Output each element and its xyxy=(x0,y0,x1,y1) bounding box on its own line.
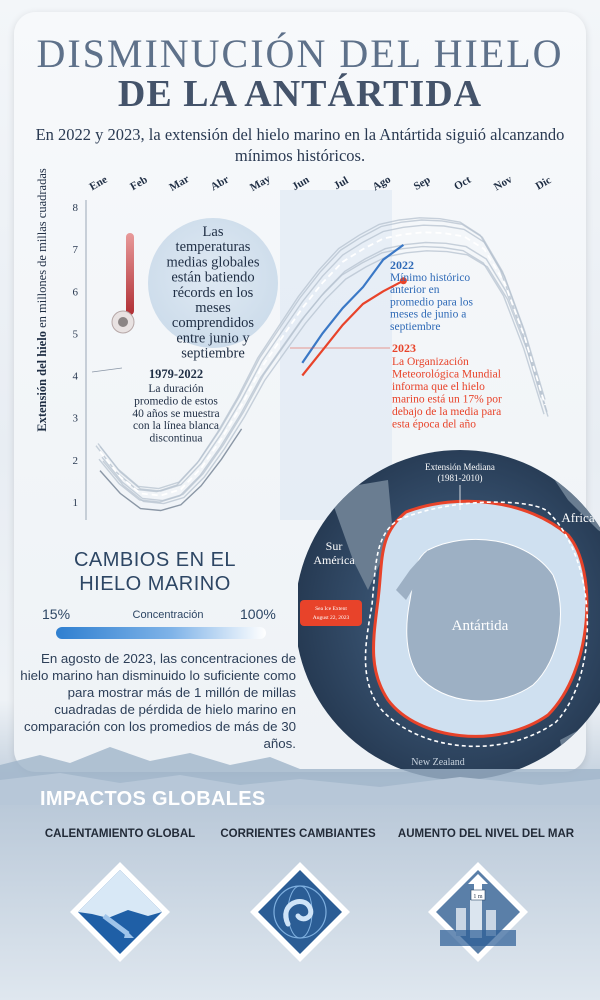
thermometer-icon xyxy=(111,233,135,334)
x-tick-label: Mar xyxy=(167,173,191,194)
annotation-line: meses xyxy=(195,300,231,316)
legend-label: Concentración xyxy=(132,609,204,621)
x-tick-label: Sep xyxy=(412,174,433,193)
annotation-line: esta época del año xyxy=(392,419,476,431)
annotation-line: promedio de estos xyxy=(134,395,218,407)
annotation-line: medias globales xyxy=(166,254,259,270)
sea-level-badge: 1 m xyxy=(473,894,483,900)
antarctica-landmass xyxy=(406,538,561,702)
legend-max: 100% xyxy=(240,606,276,622)
impact-label-warming: CALENTAMIENTO GLOBAL xyxy=(44,828,196,840)
annotation-line: anterior en xyxy=(390,284,440,296)
annotation-line: Mínimo histórico xyxy=(390,272,470,284)
annotation-line: promedio para los xyxy=(390,296,474,308)
x-tick-label: Feb xyxy=(128,174,149,193)
impact-label-currents: CORRIENTES CAMBIANTES xyxy=(220,828,376,840)
sea-level-icon: 1 m xyxy=(428,862,528,962)
south-america-label: Sur xyxy=(326,539,343,553)
annotation-line: meses de junio a xyxy=(390,309,466,321)
median-label: Extensión Mediana xyxy=(425,462,495,472)
title-2022: 2022 xyxy=(390,258,414,272)
sea-ice-title-2: HIELO MARINO xyxy=(79,573,231,595)
ice-edge-decoration xyxy=(0,747,600,805)
annotation-line: 40 años se muestra xyxy=(132,408,219,420)
badge-line-2: August 22, 2023 xyxy=(313,615,350,621)
melting-ice-icon xyxy=(70,862,170,962)
y-axis-label: Extensión del hielo en millones de milla… xyxy=(35,168,49,432)
annotation-line: informa que el hielo xyxy=(392,381,485,393)
annotation-line: entre junio y xyxy=(176,330,250,346)
x-tick-label: Oct xyxy=(452,174,473,193)
historical-year-line xyxy=(99,428,243,512)
antarctica-label: Antártida xyxy=(452,618,509,634)
new-zealand-label: New Zealand xyxy=(411,757,465,768)
impacts-title: IMPACTOS GLOBALES xyxy=(40,788,266,810)
x-tick-label: Nov xyxy=(492,173,515,193)
series-line-2022 xyxy=(301,244,405,364)
antarctica-map: Extensión Mediana (1981-2010) Africa Sur… xyxy=(298,450,600,780)
annotation-line: septiembre xyxy=(181,346,245,362)
series-line-1979-2022 xyxy=(99,231,546,497)
badge-line-1: Sea Ice Extent xyxy=(315,606,347,612)
sea-ice-paragraph: En agosto de 2023, las concentraciones d… xyxy=(20,651,296,751)
historical-year-line xyxy=(102,250,549,505)
x-tick-label: May xyxy=(248,173,273,194)
south-america-label-2: América xyxy=(313,553,355,567)
annotation-line: Meteorológica Mundial xyxy=(392,369,501,381)
y-tick-label: 4 xyxy=(73,371,79,383)
annotation-line: comprendidos xyxy=(172,315,255,331)
annotation-line: La Organización xyxy=(392,356,469,368)
sea-ice-title: CAMBIOS EN EL HIELO MARINO xyxy=(40,548,270,596)
annotation-line: están batiendo xyxy=(171,270,254,286)
y-tick-label: 6 xyxy=(73,286,79,298)
x-tick-label: Abr xyxy=(209,173,232,193)
annotation-line: septiembre xyxy=(390,321,440,333)
annotation-line: discontinua xyxy=(149,433,202,445)
annotation-line: debajo de la media para xyxy=(392,406,501,418)
series-line-2023 xyxy=(301,279,404,377)
annotation-line: con la línea blanca xyxy=(133,420,219,432)
legend-min: 15% xyxy=(42,606,71,622)
x-tick-label: Ene xyxy=(88,174,110,194)
impact-label-sea-level: AUMENTO DEL NIVEL DEL MAR xyxy=(397,828,575,840)
annotation-line: récords en los xyxy=(173,285,254,301)
y-tick-label: 8 xyxy=(73,202,79,214)
y-tick-label: 3 xyxy=(73,413,79,425)
y-tick-label: 1 xyxy=(73,497,79,509)
subtitle: En 2022 y 2023, la extensión del hielo m… xyxy=(35,125,565,165)
title-2023: 2023 xyxy=(392,341,416,355)
ice-extent-chart: Extensión del hielo en millones de milla… xyxy=(35,168,554,520)
title-line-2: DE LA ANTÁRTIDA xyxy=(117,73,483,115)
title-line-1: DISMINUCIÓN DEL HIELO xyxy=(36,31,564,76)
sea-ice-date-badge xyxy=(300,600,362,626)
x-tick-label: Jul xyxy=(332,175,351,193)
africa-label: Africa xyxy=(561,510,594,525)
historical-year-line xyxy=(98,245,545,503)
y-tick-label: 2 xyxy=(73,455,79,467)
x-tick-label: Dic xyxy=(534,174,554,192)
sea-ice-title-1: CAMBIOS EN EL xyxy=(73,549,237,571)
y-tick-label: 5 xyxy=(73,328,79,340)
annotation-line: temperaturas xyxy=(176,239,251,255)
median-label-years: (1981-2010) xyxy=(438,473,483,483)
y-tick-label: 7 xyxy=(73,244,79,256)
concentration-gradient-bar xyxy=(56,627,266,639)
series-end-point-2023 xyxy=(399,277,407,285)
annotation-line: Las xyxy=(203,224,224,240)
historical-year-line xyxy=(95,217,542,493)
globe-current-icon xyxy=(250,862,350,962)
avg-title: 1979-2022 xyxy=(149,367,203,381)
annotation-line: La duración xyxy=(148,383,203,395)
jun-sep-band xyxy=(280,190,392,520)
avg-leader xyxy=(91,367,123,373)
annotation-line: marino está un 17% por xyxy=(392,394,502,406)
historical-year-line xyxy=(99,224,546,492)
